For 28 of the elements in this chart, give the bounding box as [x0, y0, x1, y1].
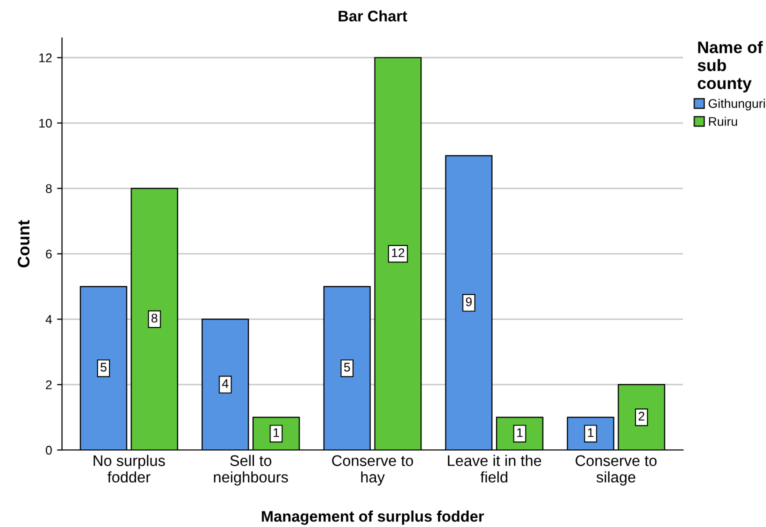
data-label: 1 — [588, 428, 594, 437]
legend-title: Name of sub county — [698, 41, 763, 92]
data-label: 1 — [517, 428, 523, 437]
data-label: 4 — [222, 379, 228, 388]
y-tick-label: 2 — [46, 380, 52, 390]
data-label: 8 — [151, 314, 158, 323]
data-label: 2 — [638, 412, 644, 421]
y-tick-label: 4 — [46, 315, 52, 324]
chart-title: Bar Chart — [338, 10, 408, 22]
legend-label: Githunguri — [708, 98, 765, 110]
x-tick-label: Leave it in the field — [448, 454, 542, 483]
data-label: 5 — [100, 362, 106, 372]
y-tick-label: 0 — [46, 446, 52, 455]
data-label: 1 — [274, 428, 280, 437]
y-tick-label: 8 — [46, 184, 52, 194]
x-tick-label: Conserve to silage — [576, 455, 657, 486]
x-tick-label: Sell to neighbours — [214, 454, 288, 486]
x-axis-title: Management of surplus fodder — [262, 510, 484, 525]
y-tick-label: 10 — [39, 118, 52, 128]
y-tick-label: 12 — [39, 53, 52, 62]
y-axis-title: Count — [18, 220, 30, 268]
x-tick-label: Conserve to hay — [332, 455, 414, 486]
legend-label: Ruiru — [709, 116, 738, 126]
x-tick-label: No surplus fodder — [94, 454, 165, 483]
data-label: 12 — [392, 248, 404, 258]
data-label: 9 — [466, 297, 472, 306]
data-label: 5 — [344, 362, 350, 372]
y-tick-label: 6 — [46, 250, 52, 258]
